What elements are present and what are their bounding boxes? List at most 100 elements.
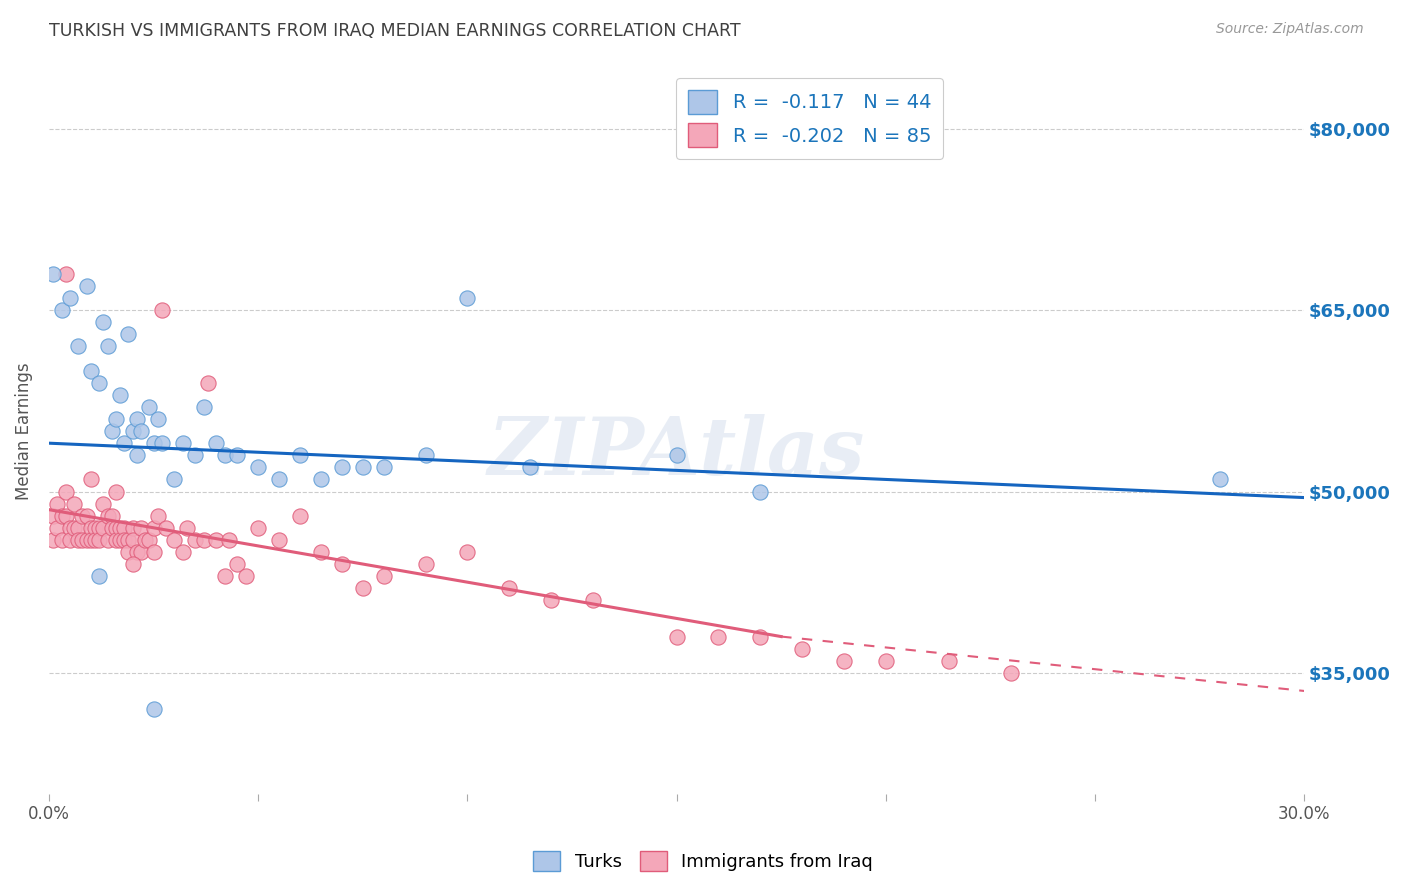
Point [226,557,249,571]
Point [89,521,111,535]
Text: TURKISH VS IMMIGRANTS FROM IRAQ MEDIAN EARNINGS CORRELATION CHART: TURKISH VS IMMIGRANTS FROM IRAQ MEDIAN E… [49,22,741,40]
Point [93,521,115,535]
Point [146,508,169,523]
Point [100,424,122,438]
Point [415,557,437,571]
Text: Source: ZipAtlas.com: Source: ZipAtlas.com [1216,22,1364,37]
Point [142,702,165,716]
Point [76,508,98,523]
Point [193,533,215,547]
Point [42,267,65,281]
Point [129,521,152,535]
Point [197,376,219,390]
Point [96,508,118,523]
Point [89,569,111,583]
Point [142,545,165,559]
Point [330,460,353,475]
Point [84,521,107,535]
Point [108,521,131,535]
Point [100,521,122,535]
Point [117,327,139,342]
Point [59,533,82,547]
Point [125,448,148,462]
Point [749,484,772,499]
Point [415,448,437,462]
Point [150,303,173,318]
Point [309,545,332,559]
Point [267,533,290,547]
Point [108,533,131,547]
Point [214,448,236,462]
Point [309,472,332,486]
Point [456,545,478,559]
Point [117,533,139,547]
Legend: Turks, Immigrants from Iraq: Turks, Immigrants from Iraq [526,844,880,879]
Point [42,508,65,523]
Point [352,460,374,475]
Point [519,460,541,475]
Text: ZIPAtlas: ZIPAtlas [488,414,865,491]
Point [665,448,688,462]
Point [80,533,103,547]
Point [138,533,160,547]
Point [63,497,86,511]
Point [142,436,165,450]
Point [112,533,135,547]
Point [373,569,395,583]
Point [184,448,207,462]
Point [832,654,855,668]
Point [218,533,240,547]
Point [155,521,177,535]
Y-axis label: Median Earnings: Median Earnings [15,362,32,500]
Point [540,593,562,607]
Point [247,521,270,535]
Point [235,569,257,583]
Point [104,533,127,547]
Point [93,315,115,329]
Point [55,484,77,499]
Legend: R =  -0.117   N = 44, R =  -0.202   N = 85: R = -0.117 N = 44, R = -0.202 N = 85 [676,78,943,159]
Point [46,521,69,535]
Point [176,521,198,535]
Point [193,400,215,414]
Point [80,364,103,378]
Point [938,654,960,668]
Point [184,533,207,547]
Point [134,533,156,547]
Point [112,436,135,450]
Point [59,291,82,305]
Point [163,472,186,486]
Point [51,508,73,523]
Point [121,533,143,547]
Point [790,641,813,656]
Point [84,533,107,547]
Point [112,521,135,535]
Point [100,508,122,523]
Point [121,521,143,535]
Point [93,497,115,511]
Point [138,400,160,414]
Point [89,533,111,547]
Point [67,339,90,353]
Point [80,472,103,486]
Point [121,557,143,571]
Point [707,630,730,644]
Point [63,521,86,535]
Point [104,412,127,426]
Point [498,581,520,595]
Point [125,412,148,426]
Point [247,460,270,475]
Point [172,436,194,450]
Point [665,630,688,644]
Point [205,436,228,450]
Point [214,569,236,583]
Point [108,388,131,402]
Point [72,533,94,547]
Point [288,448,311,462]
Point [1209,472,1232,486]
Point [129,424,152,438]
Point [129,545,152,559]
Point [226,448,249,462]
Point [76,279,98,293]
Point [80,521,103,535]
